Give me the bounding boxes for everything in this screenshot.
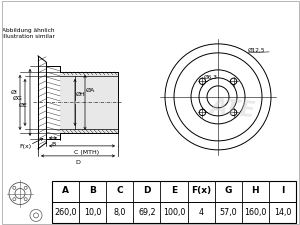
Bar bbox=[52, 181, 296, 223]
Text: E: E bbox=[171, 187, 177, 196]
Text: Ø6,3: Ø6,3 bbox=[204, 75, 218, 80]
Text: ØH: ØH bbox=[76, 92, 86, 97]
Text: F(x): F(x) bbox=[19, 144, 31, 149]
Text: Ø12,5: Ø12,5 bbox=[248, 48, 266, 53]
Text: B: B bbox=[51, 142, 55, 147]
Text: ATE: ATE bbox=[209, 97, 256, 121]
Text: ØA: ØA bbox=[86, 88, 95, 93]
Text: F(x): F(x) bbox=[191, 187, 211, 196]
Text: D: D bbox=[76, 160, 80, 165]
Text: H: H bbox=[251, 187, 259, 196]
Text: 69,2: 69,2 bbox=[138, 208, 156, 217]
Text: 410204: 410204 bbox=[188, 7, 244, 19]
Text: Illustration similar: Illustration similar bbox=[2, 34, 55, 39]
Text: 57,0: 57,0 bbox=[219, 208, 237, 217]
Text: 160,0: 160,0 bbox=[244, 208, 266, 217]
Text: 4: 4 bbox=[199, 208, 204, 217]
Text: ØG: ØG bbox=[13, 96, 23, 101]
Text: B: B bbox=[89, 187, 96, 196]
Text: 260,0: 260,0 bbox=[54, 208, 77, 217]
Text: 100,0: 100,0 bbox=[163, 208, 185, 217]
Text: 24.0110-0204.1: 24.0110-0204.1 bbox=[56, 7, 172, 19]
Text: A: A bbox=[62, 187, 69, 196]
Text: G: G bbox=[224, 187, 232, 196]
Text: I: I bbox=[281, 187, 284, 196]
Text: Abbildung ähnlich: Abbildung ähnlich bbox=[2, 28, 55, 33]
Bar bbox=[60, 72, 118, 133]
Text: ØI: ØI bbox=[11, 90, 18, 95]
Text: ØE: ØE bbox=[19, 103, 28, 108]
Text: 10,0: 10,0 bbox=[84, 208, 101, 217]
Text: D: D bbox=[143, 187, 151, 196]
Text: 8,0: 8,0 bbox=[114, 208, 126, 217]
Text: C (MTH): C (MTH) bbox=[74, 150, 100, 155]
Text: 14,0: 14,0 bbox=[274, 208, 291, 217]
Text: C: C bbox=[116, 187, 123, 196]
